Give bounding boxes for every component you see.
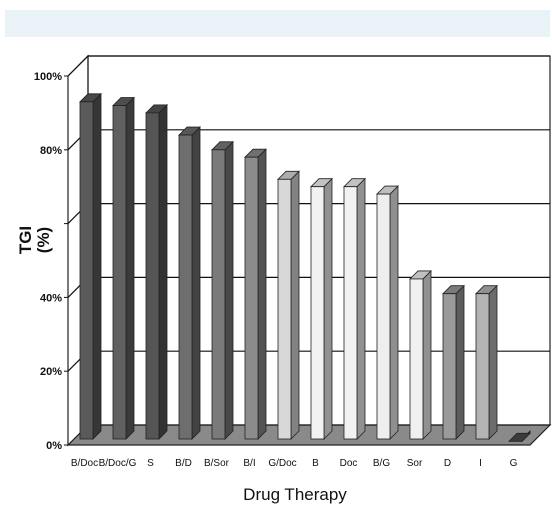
bar xyxy=(112,96,135,440)
x-tick-label: B/D xyxy=(175,458,192,469)
bar xyxy=(310,177,333,440)
y-axis-label-line1: TGI xyxy=(16,226,35,254)
bar xyxy=(343,177,366,440)
header-band xyxy=(5,10,550,37)
x-tick-label: Doc xyxy=(340,458,358,469)
bar xyxy=(211,140,234,440)
y-tick-label: 20% xyxy=(40,366,62,378)
bar xyxy=(145,103,168,440)
x-tick-label: B/Doc xyxy=(71,458,98,469)
gridline xyxy=(67,203,550,225)
x-tick-label: S xyxy=(147,458,154,469)
gridline xyxy=(67,129,550,151)
x-tick-label: I xyxy=(479,458,482,469)
x-tick-label: Sor xyxy=(407,458,423,469)
bar xyxy=(178,126,201,440)
bar xyxy=(376,185,399,440)
bar xyxy=(244,148,267,440)
x-axis-label: Drug Therapy xyxy=(243,485,347,504)
gridline xyxy=(67,55,550,77)
bars xyxy=(79,92,531,443)
x-tick-label: B/Sor xyxy=(204,458,230,469)
y-axis-label-line2: (%) xyxy=(34,227,53,253)
bar xyxy=(409,269,432,440)
bar xyxy=(79,92,102,440)
x-tick-labels: B/Doc B/Doc/G S B/D B/Sor B/I G/Doc B Doc B/G Sor D… xyxy=(71,458,518,469)
x-tick-label: G xyxy=(510,458,518,469)
x-tick-label: B/Doc/G xyxy=(99,458,137,469)
x-tick-label: B/G xyxy=(373,458,390,469)
bar xyxy=(277,170,300,440)
x-tick-label: B xyxy=(312,458,319,469)
x-tick-label: B/I xyxy=(243,458,255,469)
x-tick-label: D xyxy=(444,458,451,469)
y-tick-label: 80% xyxy=(40,145,62,157)
y-tick-label: 40% xyxy=(40,292,62,304)
bar xyxy=(442,284,465,440)
bar xyxy=(508,430,531,443)
bar xyxy=(475,284,498,440)
x-tick-label: G/Doc xyxy=(268,458,296,469)
y-tick-label: 100% xyxy=(34,71,62,83)
y-tick-labels: 0% 20% 40% 80% 100% xyxy=(34,71,68,452)
y-tick-label: 0% xyxy=(46,440,62,452)
